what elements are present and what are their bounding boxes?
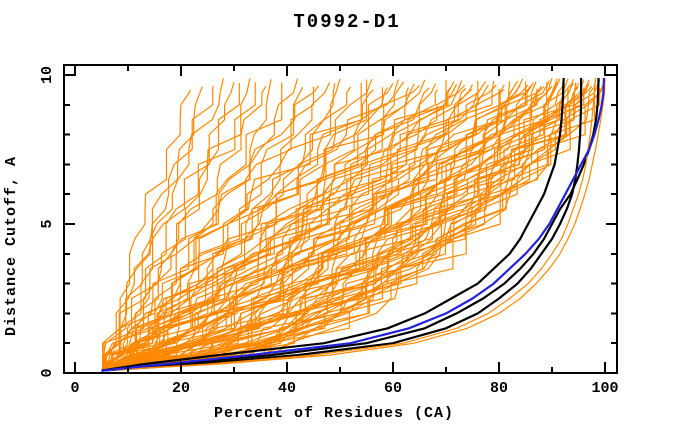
- y-tick-label: 10: [39, 66, 56, 84]
- model-curve-orange: [102, 87, 383, 372]
- model-curve-orange: [102, 87, 467, 372]
- model-curve-orange: [102, 86, 203, 371]
- model-curve-orange: [102, 87, 388, 372]
- model-curve-orange: [102, 78, 299, 371]
- model-curve-orange: [102, 79, 272, 372]
- x-tick-label: 100: [591, 380, 618, 397]
- model-curve-orange: [102, 88, 601, 372]
- x-tick-label: 0: [70, 380, 79, 397]
- model-curve-orange: [102, 80, 550, 372]
- model-curve-orange: [102, 87, 595, 372]
- model-curve-orange: [102, 83, 596, 372]
- model-curve-orange: [102, 79, 574, 372]
- model-curve-orange: [102, 78, 251, 371]
- model-curve-orange: [102, 87, 585, 372]
- model-curve-orange: [102, 83, 606, 372]
- model-curve-orange: [102, 81, 511, 372]
- model-curve-orange: [102, 82, 330, 371]
- y-axis-label: Distance Cutoff, A: [3, 156, 20, 336]
- x-tick-label: 20: [172, 380, 190, 397]
- model-curve-orange: [102, 84, 571, 372]
- x-tick-label: 80: [490, 380, 508, 397]
- model-curve-orange: [102, 83, 336, 372]
- model-curve-orange: [102, 78, 569, 372]
- model-curve-orange: [102, 85, 542, 372]
- model-curve-orange-envelope: [101, 77, 606, 372]
- model-curve-orange: [102, 78, 224, 371]
- ensemble-curves-group: [101, 78, 606, 372]
- plot-frame: [63, 64, 618, 374]
- model-curve-orange: [102, 82, 574, 372]
- model-curve-orange: [102, 83, 590, 372]
- model-curve-orange: [102, 78, 558, 372]
- y-tick-label: 0: [39, 368, 56, 377]
- model-curve-orange: [102, 89, 540, 372]
- model-curve-black: [101, 77, 565, 372]
- model-curve-orange: [102, 81, 455, 372]
- model-curve-orange: [102, 79, 368, 372]
- model-curve-orange: [101, 89, 191, 371]
- tick-labels-group: 0 20 40 60 80 100 0 5 10: [39, 66, 619, 397]
- model-curve-orange: [102, 81, 405, 371]
- model-curve-orange: [102, 86, 304, 372]
- model-curve-orange: [102, 86, 315, 372]
- model-curve-orange: [102, 88, 473, 372]
- x-tick-label: 60: [384, 380, 402, 397]
- model-curve-orange: [102, 86, 545, 372]
- model-curve-blue: [101, 77, 605, 372]
- model-curve-orange: [102, 80, 606, 372]
- model-curve-orange: [102, 78, 524, 372]
- axes-group: [63, 64, 618, 374]
- x-axis-label: Percent of Residues (CA): [214, 405, 454, 422]
- y-tick-label: 5: [39, 219, 56, 228]
- highlight-curves-group: [101, 77, 606, 372]
- chart-title: T0992-D1: [293, 11, 400, 33]
- model-curve-orange: [102, 85, 593, 372]
- model-curve-orange: [102, 83, 240, 371]
- model-curve-black: [101, 78, 583, 372]
- model-curve-orange: [102, 84, 497, 372]
- model-curve-black: [101, 77, 600, 372]
- model-curve-orange: [102, 82, 256, 371]
- model-curve-orange: [102, 82, 535, 372]
- model-curve-orange-envelope: [101, 77, 597, 372]
- x-tick-label: 40: [278, 380, 296, 397]
- model-curve-orange: [102, 86, 352, 372]
